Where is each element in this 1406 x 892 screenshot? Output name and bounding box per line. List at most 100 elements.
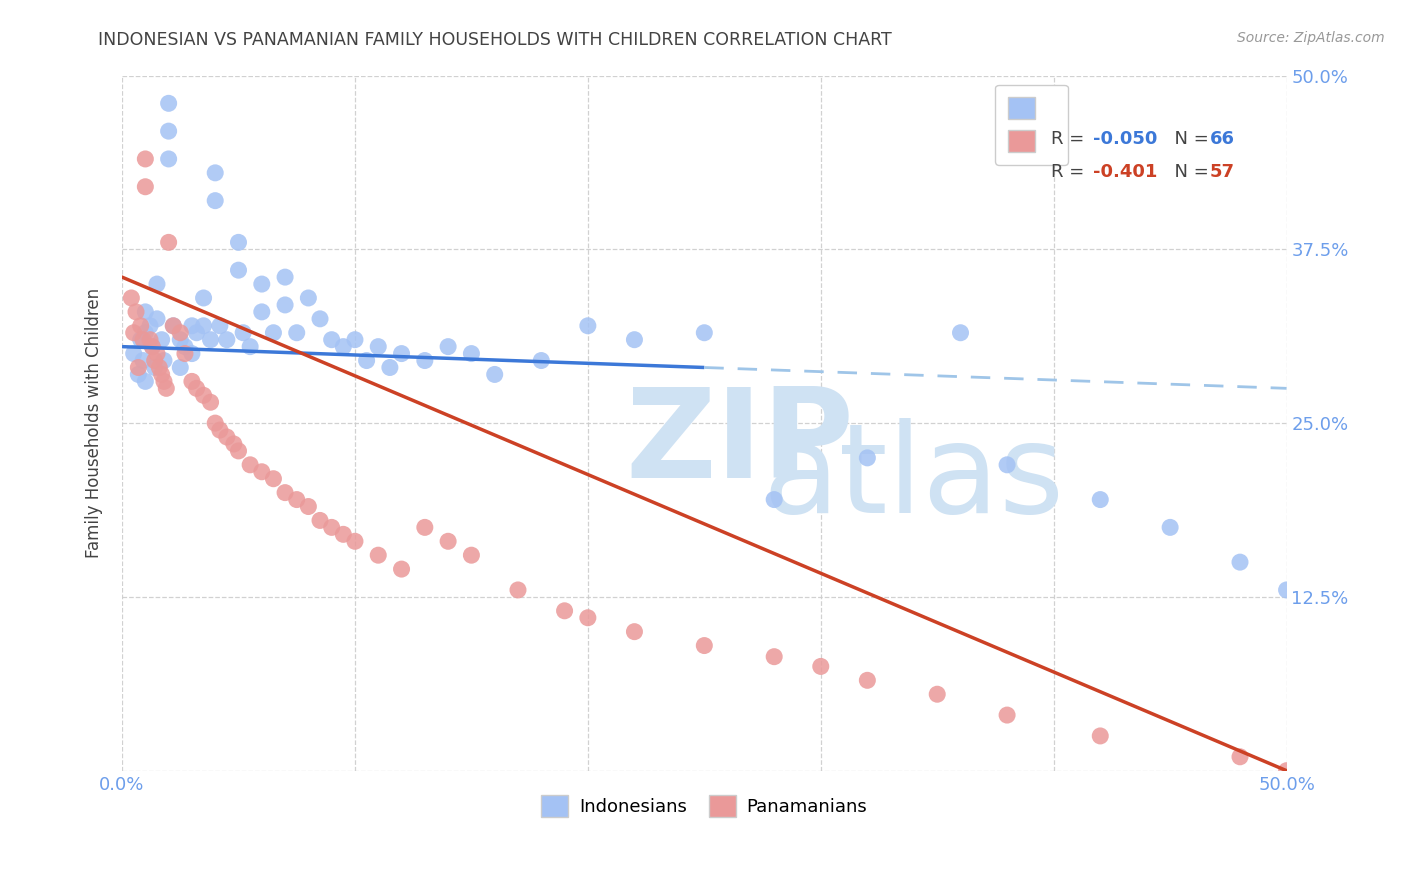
Text: -0.050: -0.050	[1092, 129, 1157, 147]
Point	[181, 346, 204, 360]
Point	[122, 346, 145, 360]
Point	[1275, 764, 1298, 778]
Point	[215, 430, 238, 444]
Point	[174, 340, 197, 354]
Point	[222, 437, 245, 451]
Point	[262, 472, 284, 486]
Point	[125, 305, 148, 319]
Point	[343, 534, 366, 549]
Point	[285, 492, 308, 507]
Point	[763, 649, 786, 664]
Point	[1159, 520, 1181, 534]
Point	[228, 235, 250, 250]
Point	[153, 353, 176, 368]
Point	[169, 360, 191, 375]
Point	[367, 548, 389, 562]
Point	[1229, 749, 1251, 764]
Point	[250, 277, 273, 291]
Point	[297, 500, 319, 514]
Point	[186, 381, 208, 395]
Point	[460, 548, 482, 562]
Point	[150, 333, 173, 347]
Point	[343, 333, 366, 347]
Point	[332, 527, 354, 541]
Point	[391, 346, 413, 360]
Point	[413, 353, 436, 368]
Point	[250, 465, 273, 479]
Point	[169, 326, 191, 340]
Text: ZIP: ZIP	[624, 384, 853, 505]
Point	[153, 375, 176, 389]
Point	[200, 333, 222, 347]
Point	[378, 360, 401, 375]
Point	[148, 360, 170, 375]
Point	[949, 326, 972, 340]
Point	[367, 340, 389, 354]
Point	[530, 353, 553, 368]
Point	[484, 368, 506, 382]
Text: N =: N =	[1163, 163, 1215, 181]
Point	[134, 305, 156, 319]
Point	[193, 388, 215, 402]
Point	[208, 318, 231, 333]
Point	[274, 485, 297, 500]
Point	[856, 673, 879, 688]
Text: INDONESIAN VS PANAMANIAN FAMILY HOUSEHOLDS WITH CHILDREN CORRELATION CHART: INDONESIAN VS PANAMANIAN FAMILY HOUSEHOL…	[98, 31, 893, 49]
Point	[129, 318, 152, 333]
Point	[437, 340, 460, 354]
Point	[127, 368, 149, 382]
Point	[506, 582, 529, 597]
Point	[127, 360, 149, 375]
Point	[460, 346, 482, 360]
Point	[228, 263, 250, 277]
Point	[146, 346, 169, 360]
Point	[321, 520, 343, 534]
Point	[174, 346, 197, 360]
Point	[122, 326, 145, 340]
Point	[274, 270, 297, 285]
Point	[129, 333, 152, 347]
Point	[995, 458, 1018, 472]
Point	[157, 152, 180, 166]
Y-axis label: Family Households with Children: Family Households with Children	[86, 288, 103, 558]
Point	[623, 333, 645, 347]
Point	[250, 305, 273, 319]
Point	[143, 360, 166, 375]
Point	[321, 333, 343, 347]
Point	[623, 624, 645, 639]
Point	[576, 318, 599, 333]
Point	[204, 166, 226, 180]
Point	[181, 318, 204, 333]
Point	[309, 311, 332, 326]
Text: R =: R =	[1050, 163, 1090, 181]
Point	[186, 326, 208, 340]
Point	[274, 298, 297, 312]
Point	[262, 326, 284, 340]
Point	[204, 194, 226, 208]
Point	[856, 450, 879, 465]
Point	[134, 179, 156, 194]
Point	[239, 340, 262, 354]
Point	[134, 152, 156, 166]
Point	[155, 381, 177, 395]
Point	[146, 311, 169, 326]
Point	[181, 375, 204, 389]
Point	[169, 333, 191, 347]
Text: -0.401: -0.401	[1092, 163, 1157, 181]
Point	[157, 124, 180, 138]
Point	[143, 353, 166, 368]
Point	[208, 423, 231, 437]
Point	[297, 291, 319, 305]
Point	[413, 520, 436, 534]
Point	[146, 277, 169, 291]
Point	[157, 96, 180, 111]
Point	[141, 340, 163, 354]
Point	[200, 395, 222, 409]
Text: Source: ZipAtlas.com: Source: ZipAtlas.com	[1237, 31, 1385, 45]
Point	[693, 326, 716, 340]
Point	[228, 444, 250, 458]
Point	[995, 708, 1018, 723]
Point	[150, 368, 173, 382]
Point	[576, 611, 599, 625]
Point	[193, 291, 215, 305]
